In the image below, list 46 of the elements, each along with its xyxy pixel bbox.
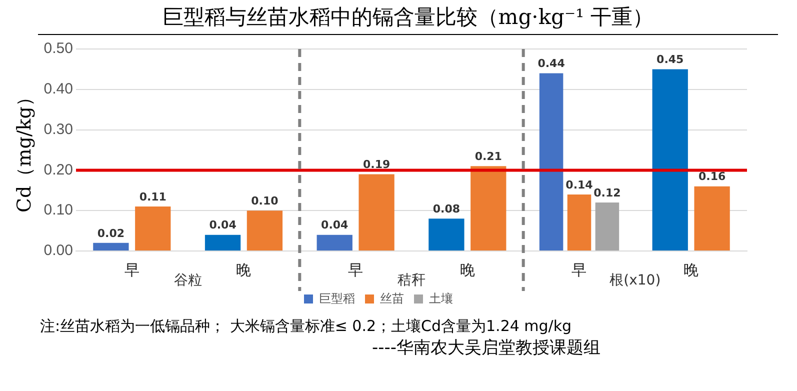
data-label: 0.19 xyxy=(362,158,390,172)
legend-label: 巨型稻 xyxy=(319,291,355,306)
bar xyxy=(428,218,464,250)
bar xyxy=(358,174,394,250)
data-label: 0.04 xyxy=(321,218,349,232)
data-label: 0.16 xyxy=(698,170,726,184)
data-label: 0.12 xyxy=(594,186,621,200)
bar xyxy=(93,242,129,250)
bar xyxy=(204,234,241,250)
data-label: 0.04 xyxy=(209,218,237,232)
data-label: 0.11 xyxy=(139,190,166,204)
y-tick-label: 0.30 xyxy=(44,120,73,138)
data-label: 0.08 xyxy=(432,202,460,216)
data-label: 0.10 xyxy=(251,194,279,208)
x-tick-label: 晚 xyxy=(236,262,252,280)
y-tick-label: 0.20 xyxy=(44,161,73,178)
bar xyxy=(595,202,620,250)
bar xyxy=(246,210,283,250)
bar xyxy=(652,69,688,250)
text: 谷粒 xyxy=(174,272,202,289)
text: ----华南农大吴启堂教授课题组 xyxy=(372,337,602,359)
data-label: 0.02 xyxy=(97,226,125,240)
data-label: 0.21 xyxy=(474,150,502,164)
text: 注:丝苗水稻为一低镉品种； 大米镉含量标准≤ 0.2；土壤Cd含量为1.24 mg/kg xyxy=(40,317,573,336)
legend-label: 丝苗 xyxy=(380,291,404,306)
x-tick-label: 早 xyxy=(124,262,140,280)
x-tick-label: 早 xyxy=(348,262,364,280)
bar xyxy=(135,206,171,250)
bar xyxy=(694,186,730,250)
x-tick-label: 早 xyxy=(572,262,587,280)
data-label: 0.14 xyxy=(566,178,594,192)
legend-label: 土壤 xyxy=(429,291,453,306)
bar xyxy=(316,234,352,250)
y-axis-title: Cd（mg/kg） xyxy=(13,88,36,212)
x-tick-label: 晚 xyxy=(460,262,475,280)
text: 秸秆 xyxy=(397,272,426,289)
y-tick-label: 0.50 xyxy=(44,40,73,58)
y-tick-label: 0.10 xyxy=(44,202,73,219)
bar xyxy=(470,166,506,250)
data-label: 0.44 xyxy=(538,57,566,70)
y-tick-label: 0.00 xyxy=(44,242,73,260)
y-tick-label: 0.40 xyxy=(44,80,73,98)
text: 根(x10) xyxy=(610,272,661,289)
x-tick-label: 晚 xyxy=(684,262,699,280)
data-label: 0.45 xyxy=(656,53,684,66)
chart-title: 巨型稻与丝苗水稻中的镉含量比较（mg·kg⁻¹ 干重） xyxy=(38,0,778,35)
